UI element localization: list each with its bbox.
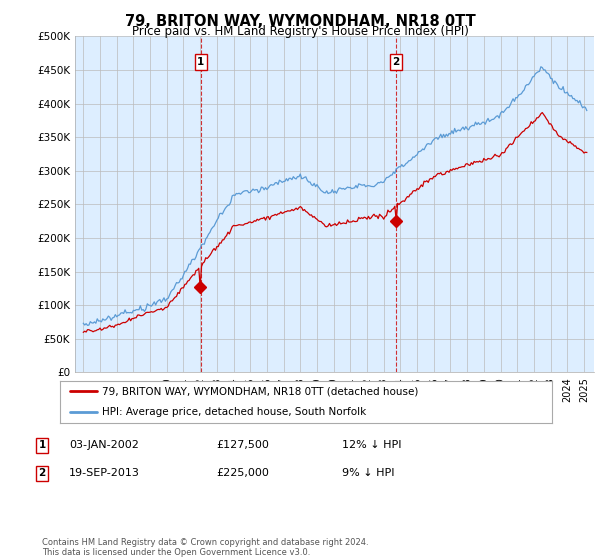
- Text: £127,500: £127,500: [216, 440, 269, 450]
- Text: 2: 2: [38, 468, 46, 478]
- Text: Price paid vs. HM Land Registry's House Price Index (HPI): Price paid vs. HM Land Registry's House …: [131, 25, 469, 38]
- Text: Contains HM Land Registry data © Crown copyright and database right 2024.
This d: Contains HM Land Registry data © Crown c…: [42, 538, 368, 557]
- Text: 03-JAN-2002: 03-JAN-2002: [69, 440, 139, 450]
- Text: HPI: Average price, detached house, South Norfolk: HPI: Average price, detached house, Sout…: [102, 407, 366, 417]
- Text: 79, BRITON WAY, WYMONDHAM, NR18 0TT: 79, BRITON WAY, WYMONDHAM, NR18 0TT: [125, 14, 475, 29]
- Text: 2: 2: [392, 57, 400, 67]
- Text: 12% ↓ HPI: 12% ↓ HPI: [342, 440, 401, 450]
- Text: 1: 1: [197, 57, 205, 67]
- Text: 79, BRITON WAY, WYMONDHAM, NR18 0TT (detached house): 79, BRITON WAY, WYMONDHAM, NR18 0TT (det…: [102, 386, 418, 396]
- Text: 1: 1: [38, 440, 46, 450]
- Text: £225,000: £225,000: [216, 468, 269, 478]
- Text: 19-SEP-2013: 19-SEP-2013: [69, 468, 140, 478]
- Text: 9% ↓ HPI: 9% ↓ HPI: [342, 468, 395, 478]
